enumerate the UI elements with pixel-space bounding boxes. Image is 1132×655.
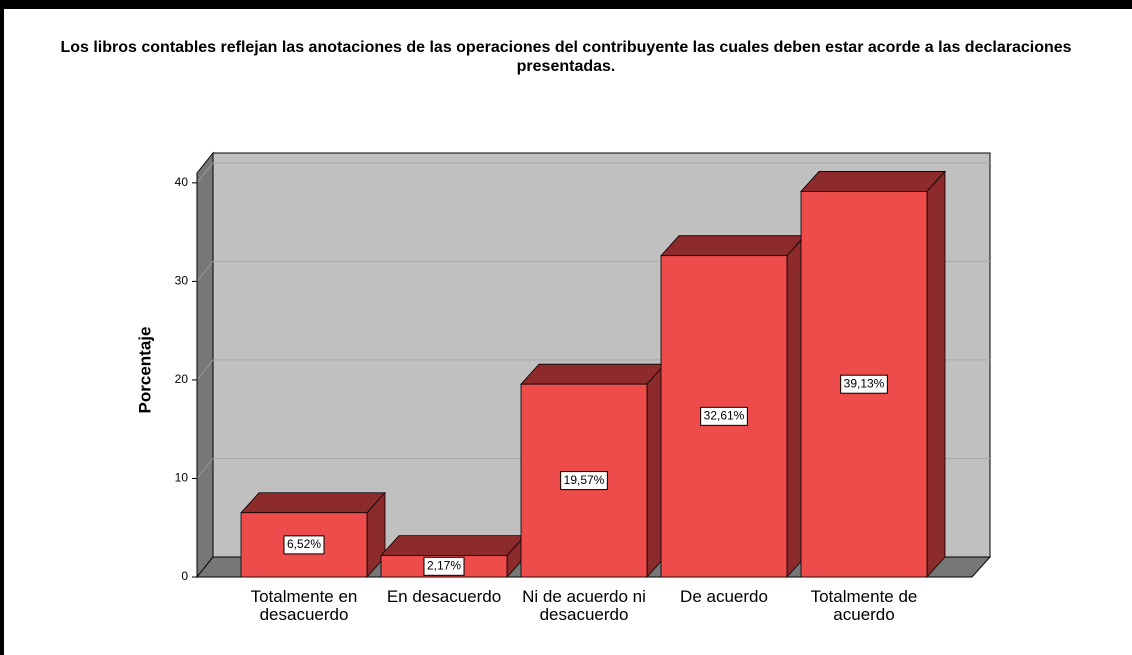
chart-title: Los libros contables reflejan las anotac…: [60, 39, 1072, 75]
y-tick-label: 20: [175, 372, 189, 386]
value-label: 19,57%: [564, 473, 605, 487]
value-label-box: [423, 556, 465, 576]
grid-line-side: [196, 162, 214, 184]
y-tick-label: 30: [175, 274, 189, 288]
x-tick-label: Totalmente de acuerdo: [810, 587, 918, 624]
grid-line-side: [196, 261, 214, 282]
bar-top: [800, 171, 946, 192]
value-label: 6,52%: [287, 537, 321, 551]
value-label: 2,17%: [427, 558, 461, 572]
left-wall: [196, 151, 214, 579]
value-label: 39,13%: [844, 376, 885, 390]
grid-line-side: [196, 458, 214, 479]
y-axis-label: Porcentaje: [135, 327, 154, 414]
x-tick-label: De acuerdo: [680, 587, 768, 606]
y-tick-label: 40: [175, 175, 189, 189]
value-label-box: [283, 535, 325, 555]
x-tick-label: En desacuerdo: [386, 587, 502, 606]
value-label-box: [700, 406, 748, 426]
bar-top: [380, 535, 526, 557]
x-tick-label: Totalmente en desacuerdo: [250, 587, 358, 624]
bar-top: [660, 235, 806, 257]
bar-side: [926, 170, 946, 579]
grid-line-side: [196, 359, 214, 381]
x-tick-label: Ni de acuerdo ni desacuerdo: [522, 587, 646, 624]
value-label-box: [840, 374, 888, 394]
y-tick-label: 10: [175, 471, 189, 485]
value-label: 32,61%: [704, 409, 745, 423]
value-label-box: [560, 471, 608, 491]
bar-top: [240, 492, 386, 514]
y-tick-label: 0: [181, 569, 188, 583]
bar-top: [520, 363, 666, 385]
